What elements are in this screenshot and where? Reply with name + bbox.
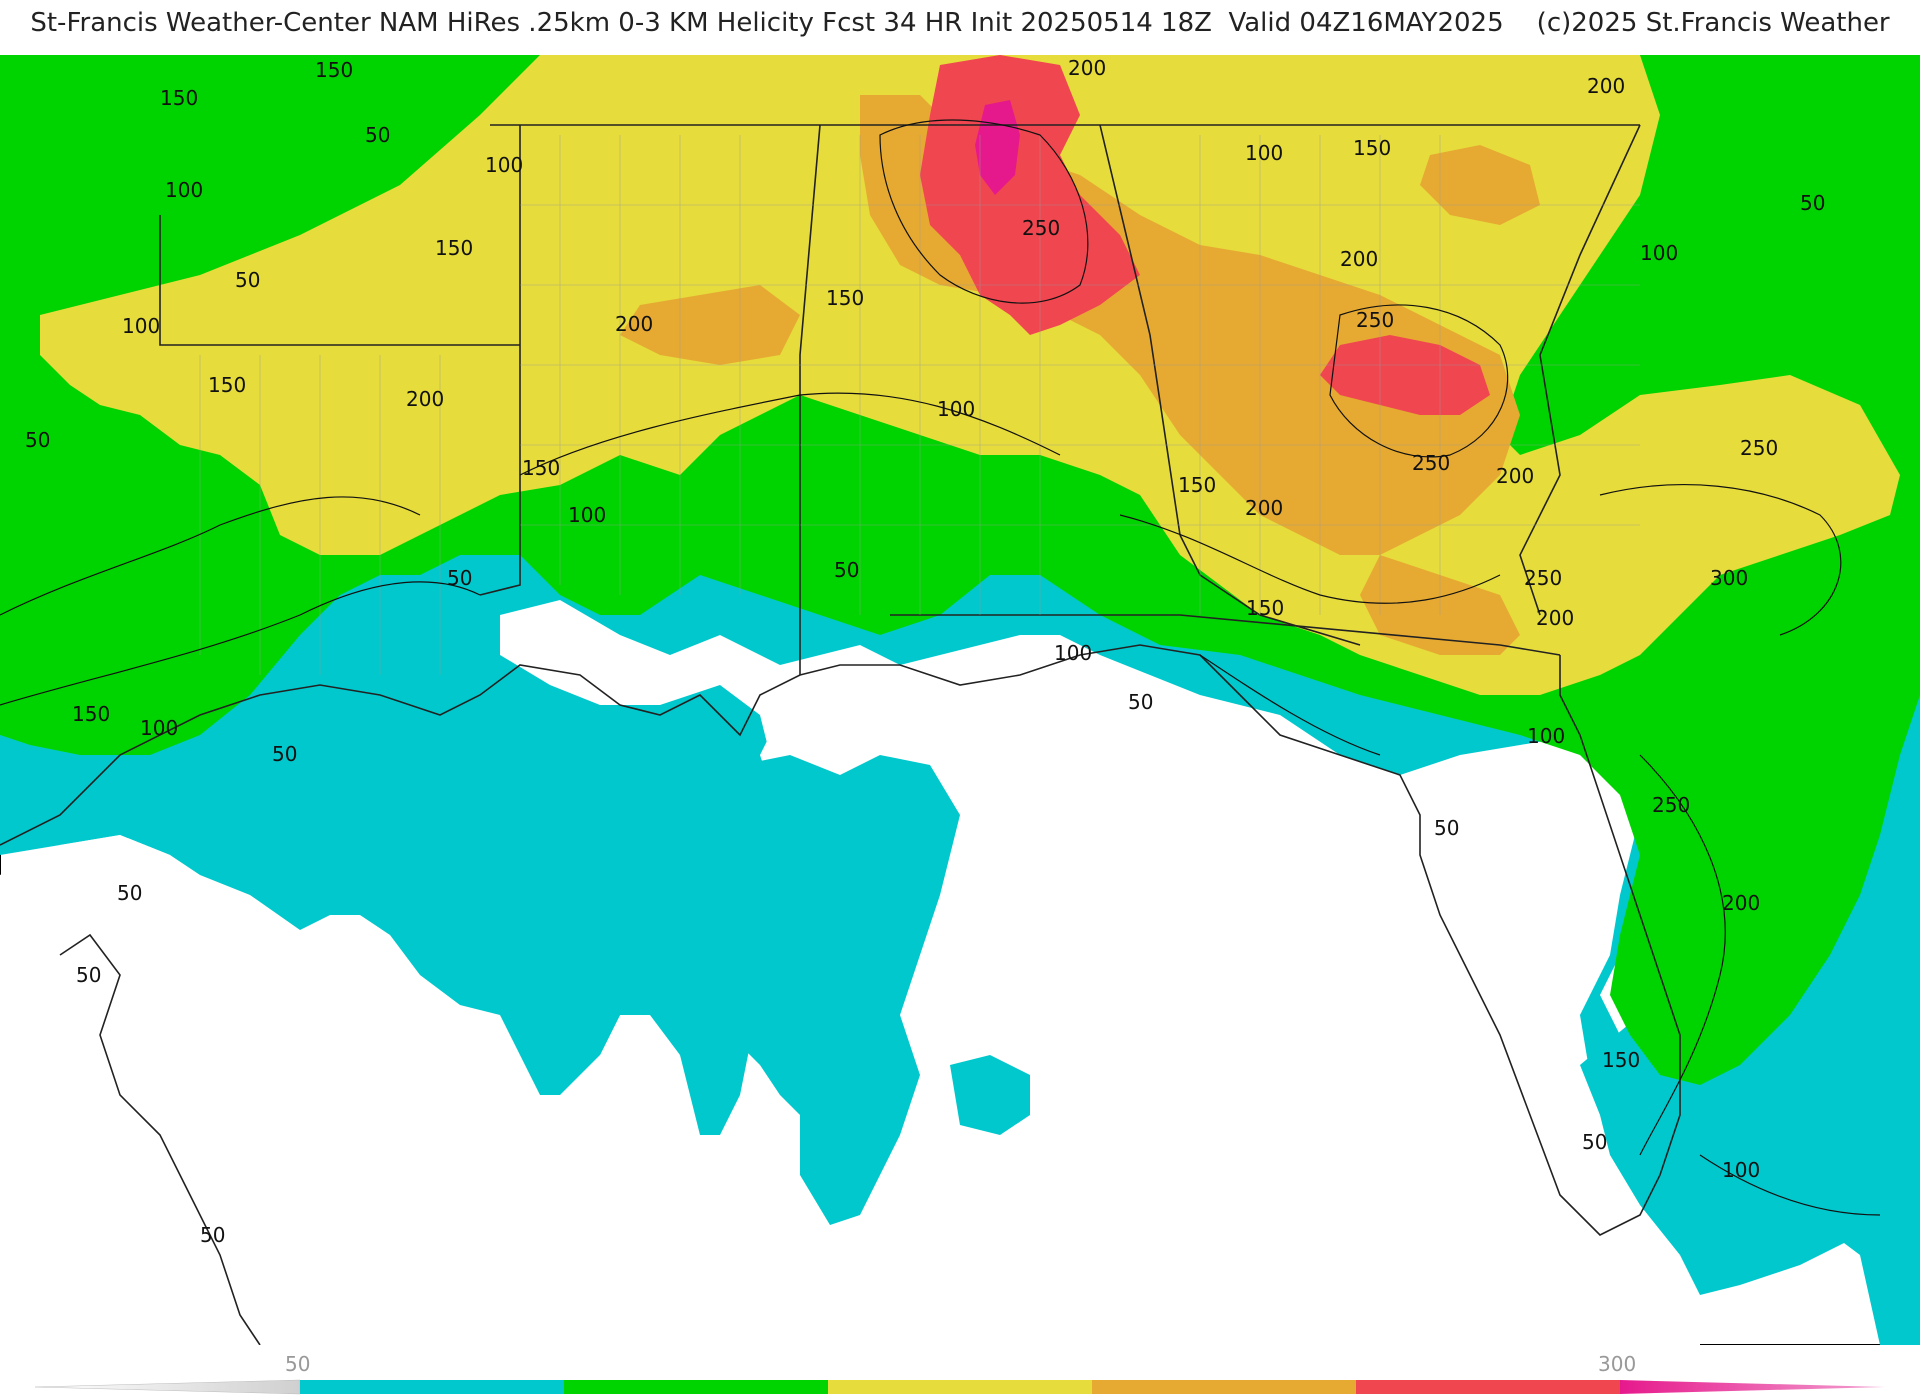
contour-label: 200 xyxy=(1536,606,1574,630)
contour-label: 200 xyxy=(1722,891,1760,915)
colorbar-tick-300: 300 xyxy=(1598,1352,1636,1376)
contour-label: 200 xyxy=(406,387,444,411)
shade-magenta-1 xyxy=(975,100,1020,195)
contour-label: 150 xyxy=(1602,1048,1640,1072)
colorbar-seg-100 xyxy=(564,1380,828,1394)
contour-label: 50 xyxy=(1434,816,1459,840)
contour-label: 50 xyxy=(1800,191,1825,215)
colorbar-tick-50: 50 xyxy=(285,1352,310,1376)
contour-label: 50 xyxy=(272,742,297,766)
contour-label: 50 xyxy=(1582,1130,1607,1154)
contour-lines xyxy=(0,119,1881,1216)
contour-label: 150 xyxy=(522,456,560,480)
contour-labels: 150 150 50 100 100 150 50 100 150 200 20… xyxy=(25,56,1825,1247)
contour-label: 150 xyxy=(1178,473,1216,497)
contour-label: 100 xyxy=(1640,241,1678,265)
contour-label: 100 xyxy=(568,503,606,527)
contour-label: 100 xyxy=(140,716,178,740)
shade-red-2 xyxy=(1320,335,1490,415)
contour-label: 100 xyxy=(165,178,203,202)
shade-orange-3 xyxy=(620,285,800,365)
shade-cyan-gulf2 xyxy=(190,755,420,885)
contour-label: 50 xyxy=(1128,690,1153,714)
contour-label: 250 xyxy=(1356,308,1394,332)
contour-label: 250 xyxy=(1740,436,1778,460)
coastline xyxy=(0,644,1681,1345)
colorbar-seg-200 xyxy=(1092,1380,1356,1394)
contour-label: 50 xyxy=(235,268,260,292)
contour-label: 100 xyxy=(937,397,975,421)
contour-label: 100 xyxy=(485,153,523,177)
contour-label: 250 xyxy=(1652,793,1690,817)
contour-label: 150 xyxy=(208,373,246,397)
contour-label: 200 xyxy=(1068,56,1106,80)
shade-cyan-gulf xyxy=(500,735,960,1225)
contour-label: 100 xyxy=(1054,641,1092,665)
contour-label: 100 xyxy=(1527,724,1565,748)
contour-label: 50 xyxy=(117,881,142,905)
contour-label: 200 xyxy=(1245,496,1283,520)
contour-label: 150 xyxy=(72,702,110,726)
contour-label: 200 xyxy=(1496,464,1534,488)
map-title: St-Francis Weather-Center NAM HiRes .25k… xyxy=(30,8,1890,38)
contour-label: 100 xyxy=(1245,141,1283,165)
contour-label: 150 xyxy=(435,236,473,260)
contour-label: 200 xyxy=(615,312,653,336)
contour-label: 100 xyxy=(122,314,160,338)
contour-label: 200 xyxy=(1340,247,1378,271)
contour-label: 50 xyxy=(76,963,101,987)
colorbar-low-extension xyxy=(34,1379,301,1395)
contour-label: 200 xyxy=(1587,74,1625,98)
contour-label: 150 xyxy=(826,286,864,310)
contour-label: 250 xyxy=(1524,566,1562,590)
contour-label: 50 xyxy=(25,428,50,452)
shade-cyan-gulf3 xyxy=(950,1055,1030,1135)
colorbar-high-extension xyxy=(1620,1380,1885,1394)
colorbar-seg-150 xyxy=(828,1380,1092,1394)
contour-label: 50 xyxy=(834,558,859,582)
contour-label: 250 xyxy=(1412,451,1450,475)
helicity-map: 150 150 50 100 100 150 50 100 150 200 20… xyxy=(0,55,1920,1345)
state-borders xyxy=(159,124,1641,675)
colorbar-seg-50 xyxy=(300,1380,564,1394)
contour-label: 300 xyxy=(1710,566,1748,590)
color-scale-bar: 50 300 xyxy=(34,1352,1885,1395)
contour-label: 50 xyxy=(365,123,390,147)
contour-label: 50 xyxy=(200,1223,225,1247)
colorbar-seg-250 xyxy=(1356,1380,1620,1394)
contour-label: 250 xyxy=(1022,216,1060,240)
contour-label: 50 xyxy=(447,566,472,590)
contour-label: 150 xyxy=(315,58,353,82)
contour-label: 150 xyxy=(1246,596,1284,620)
shade-yellow-main xyxy=(40,55,1900,695)
contour-label: 150 xyxy=(160,86,198,110)
contour-label: 100 xyxy=(1722,1158,1760,1182)
contour-label: 150 xyxy=(1353,136,1391,160)
